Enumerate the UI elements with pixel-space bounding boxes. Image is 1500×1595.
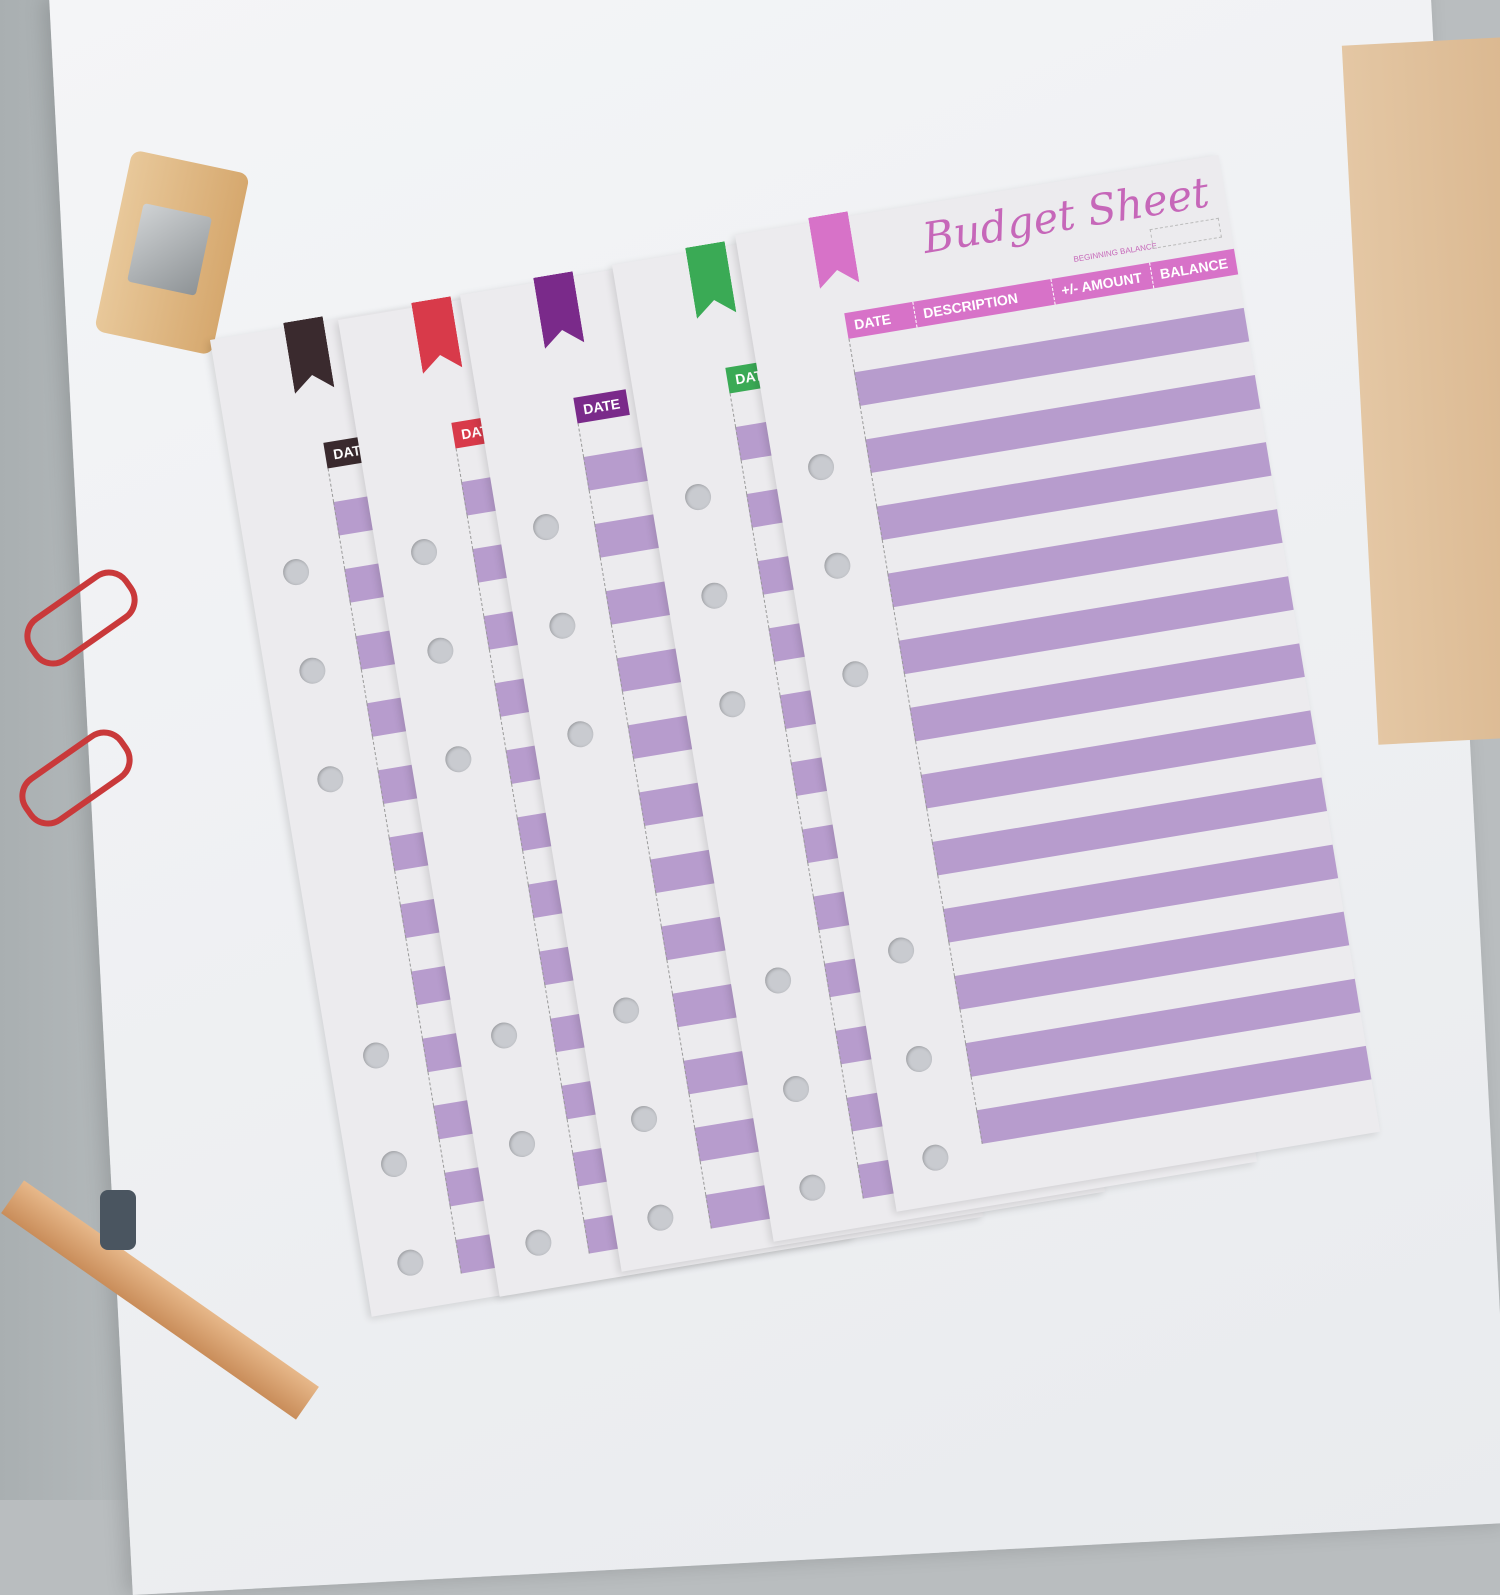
punch-hole (645, 1202, 676, 1233)
bookmark-tab (685, 241, 736, 319)
punch-hole (611, 995, 642, 1026)
punch-hole (717, 689, 748, 720)
punch-hole (379, 1149, 410, 1179)
punch-hole (315, 764, 346, 795)
punch-hole (443, 744, 474, 775)
punch-hole (507, 1129, 538, 1159)
punch-hole (840, 659, 871, 690)
punch-hole (297, 655, 328, 686)
punch-hole (822, 550, 853, 581)
bookmark-tab (808, 211, 859, 289)
punch-hole (781, 1074, 812, 1104)
punch-hole (797, 1172, 828, 1203)
punch-hole (629, 1104, 660, 1134)
punch-hole (489, 1020, 520, 1051)
punch-hole (763, 965, 794, 996)
bookmark-tab (411, 296, 462, 374)
punch-hole (699, 580, 730, 611)
punch-hole (409, 537, 440, 568)
beginning-balance-label: BEGINNING BALANCE (1072, 241, 1158, 264)
punch-hole (531, 512, 562, 543)
bookmark-tab (283, 316, 334, 394)
punch-hole (425, 635, 456, 666)
punch-hole (683, 482, 714, 513)
bookmark-tab (533, 271, 584, 349)
punch-hole (904, 1044, 935, 1074)
punch-hole (361, 1040, 392, 1071)
punch-hole (395, 1247, 426, 1278)
punch-hole (523, 1227, 554, 1258)
punch-hole (806, 452, 837, 483)
punch-hole (547, 610, 578, 641)
punch-hole (281, 557, 312, 588)
punch-hole (565, 719, 596, 750)
punch-hole (886, 935, 917, 966)
drawing-compass (100, 1190, 136, 1250)
punch-hole (920, 1142, 951, 1173)
